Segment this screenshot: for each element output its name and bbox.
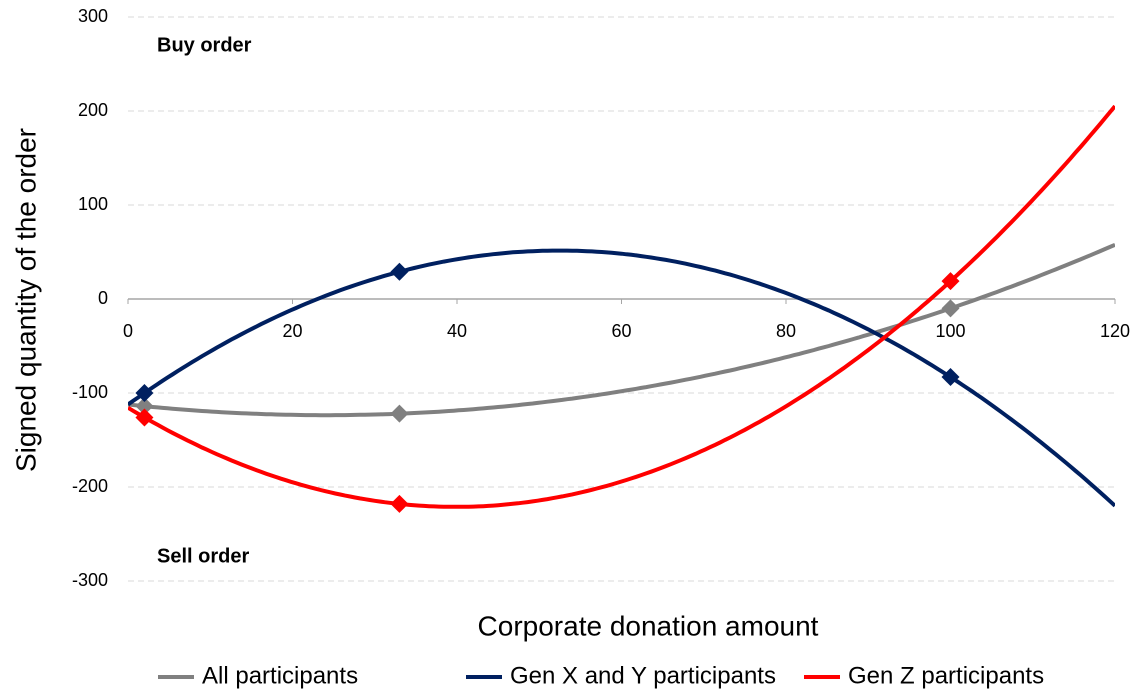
y-tick-label: -300 bbox=[72, 570, 108, 590]
x-tick-label: 120 bbox=[1100, 321, 1130, 341]
point bbox=[135, 384, 154, 402]
point bbox=[941, 299, 960, 318]
point bbox=[390, 494, 409, 513]
point bbox=[941, 272, 960, 291]
trendline bbox=[128, 248, 1115, 508]
y-axis-title: Signed quantity of the order bbox=[10, 128, 41, 472]
y-tick-label: 100 bbox=[78, 194, 108, 214]
point bbox=[135, 408, 154, 427]
trendline bbox=[128, 104, 1115, 509]
x-tick-label: 80 bbox=[776, 321, 796, 341]
y-tick-label: 0 bbox=[98, 288, 108, 308]
y-tick-label: -100 bbox=[72, 382, 108, 402]
annotation: Buy order bbox=[157, 34, 252, 56]
point bbox=[941, 368, 960, 387]
x-tick-label: 40 bbox=[447, 321, 467, 341]
point bbox=[135, 397, 154, 416]
x-tick-label: 100 bbox=[935, 321, 965, 341]
legend-label: Gen Z participants bbox=[848, 662, 1044, 689]
legend-label: All participants bbox=[202, 662, 358, 689]
x-tick-label: 0 bbox=[123, 321, 133, 341]
x-tick-label: 60 bbox=[611, 321, 631, 341]
y-tick-label: 300 bbox=[78, 6, 108, 26]
y-tick-label: 200 bbox=[78, 100, 108, 120]
x-tick-label: 20 bbox=[282, 321, 302, 341]
point bbox=[390, 262, 409, 281]
y-tick-label: -200 bbox=[72, 476, 108, 496]
annotation: Sell order bbox=[157, 545, 249, 567]
point bbox=[390, 404, 409, 423]
x-axis-title: Corporate donation amount bbox=[478, 610, 819, 641]
legend-label: Gen X and Y participants bbox=[510, 662, 776, 689]
